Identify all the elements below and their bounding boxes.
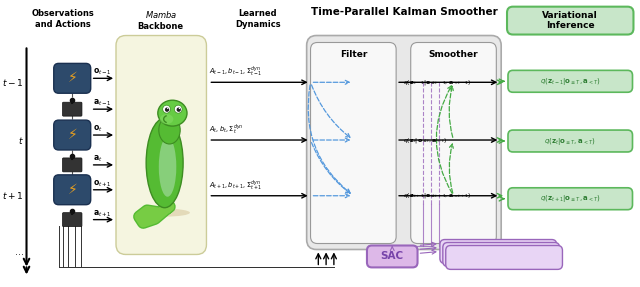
Circle shape [177,107,181,112]
Text: $q(\mathbf{z}_{t-1}|\mathbf{o}_{\leq T}, \mathbf{a}_{<T})$: $q(\mathbf{z}_{t-1}|\mathbf{o}_{\leq T},… [540,76,600,87]
Text: $A_{t-1}, b_{t-1}, \Sigma_{t-1}^{dyn}$: $A_{t-1}, b_{t-1}, \Sigma_{t-1}^{dyn}$ [209,65,263,79]
Text: ⚡: ⚡ [67,71,77,85]
Text: $q(\mathbf{z}_t|\mathbf{o}_{\leq T}, \mathbf{a}_{<T})$: $q(\mathbf{z}_t|\mathbf{o}_{\leq T}, \ma… [545,135,596,146]
Text: Smoother: Smoother [429,51,478,59]
Text: $q(\mathbf{z}_{t+1}|\mathbf{o}_{\leq T}, \mathbf{a}_{<T})$: $q(\mathbf{z}_{t+1}|\mathbf{o}_{\leq T},… [540,193,600,204]
FancyBboxPatch shape [508,188,632,210]
FancyBboxPatch shape [411,42,497,243]
Text: $\mathbf{o}_{t+1}$: $\mathbf{o}_{t+1}$ [93,178,111,189]
Text: $\mathbf{o}_t$: $\mathbf{o}_t$ [93,123,102,134]
FancyBboxPatch shape [63,102,82,116]
FancyBboxPatch shape [54,175,91,205]
Text: $q(\mathbf{z}_{t-1}|\mathbf{o}_{\leq t-1}, \mathbf{a}_{<t-1})$: $q(\mathbf{z}_{t-1}|\mathbf{o}_{\leq t-1… [403,78,472,87]
Text: Variational
Inference: Variational Inference [542,11,598,30]
Text: Learned
Dynamics: Learned Dynamics [235,9,281,29]
FancyBboxPatch shape [440,240,557,263]
Text: $\ldots$: $\ldots$ [13,248,24,257]
Text: $\pi(\mathbf{a}_{t+2}|\mathbf{z}_{t+1})$: $\pi(\mathbf{a}_{t+2}|\mathbf{z}_{t+1})$ [472,245,525,258]
Ellipse shape [146,118,183,208]
Text: SAC: SAC [381,251,404,261]
Text: ⚡: ⚡ [67,128,77,142]
Text: $q(\mathbf{z}_t|\mathbf{o}_{\leq t}, \mathbf{a}_{<t})$: $q(\mathbf{z}_t|\mathbf{o}_{\leq t}, \ma… [403,135,447,145]
FancyBboxPatch shape [54,120,91,150]
Text: $q(\mathbf{z}_{t+1}|\mathbf{o}_{\leq t+1}, \mathbf{a}_{<t+1})$: $q(\mathbf{z}_{t+1}|\mathbf{o}_{\leq t+1… [403,191,472,200]
Text: Observations
and Actions: Observations and Actions [31,9,94,29]
Text: ⚡: ⚡ [67,183,77,197]
Text: $\mathbf{a}_{t-1}$: $\mathbf{a}_{t-1}$ [93,98,111,108]
FancyBboxPatch shape [307,36,501,249]
Text: $\it{Mamba}$
Backbone: $\it{Mamba}$ Backbone [138,9,184,31]
Text: $A_t, b_t, \Sigma_t^{dyn}$: $A_t, b_t, \Sigma_t^{dyn}$ [209,123,244,137]
Text: $t-1$: $t-1$ [2,77,24,88]
Circle shape [163,105,170,113]
Ellipse shape [140,209,190,217]
FancyBboxPatch shape [63,213,82,227]
FancyBboxPatch shape [116,36,207,255]
Ellipse shape [158,100,187,126]
Text: Time-Parallel Kalman Smoother: Time-Parallel Kalman Smoother [310,7,497,17]
FancyBboxPatch shape [443,243,559,266]
Ellipse shape [159,137,176,197]
FancyBboxPatch shape [508,70,632,92]
Text: $A_{t+1}, b_{t+1}, \Sigma_{t+1}^{dyn}$: $A_{t+1}, b_{t+1}, \Sigma_{t+1}^{dyn}$ [209,179,263,193]
FancyBboxPatch shape [367,245,417,267]
Text: $t$: $t$ [18,135,24,146]
FancyBboxPatch shape [310,42,396,243]
Text: $\mathbf{a}_t$: $\mathbf{a}_t$ [93,153,102,164]
Circle shape [179,108,180,109]
Circle shape [167,108,168,109]
Text: $t+1$: $t+1$ [2,190,24,201]
FancyBboxPatch shape [54,63,91,93]
Ellipse shape [159,116,180,144]
Circle shape [174,105,182,113]
FancyBboxPatch shape [507,7,634,34]
Text: $\mathbf{a}_{t+1}$: $\mathbf{a}_{t+1}$ [93,208,111,219]
FancyBboxPatch shape [508,130,632,152]
FancyBboxPatch shape [63,158,82,172]
Text: Filter: Filter [340,51,367,59]
FancyBboxPatch shape [445,245,563,269]
Text: $\mathbf{o}_{t-1}$: $\mathbf{o}_{t-1}$ [93,67,111,77]
Ellipse shape [160,114,173,124]
Circle shape [165,107,169,112]
